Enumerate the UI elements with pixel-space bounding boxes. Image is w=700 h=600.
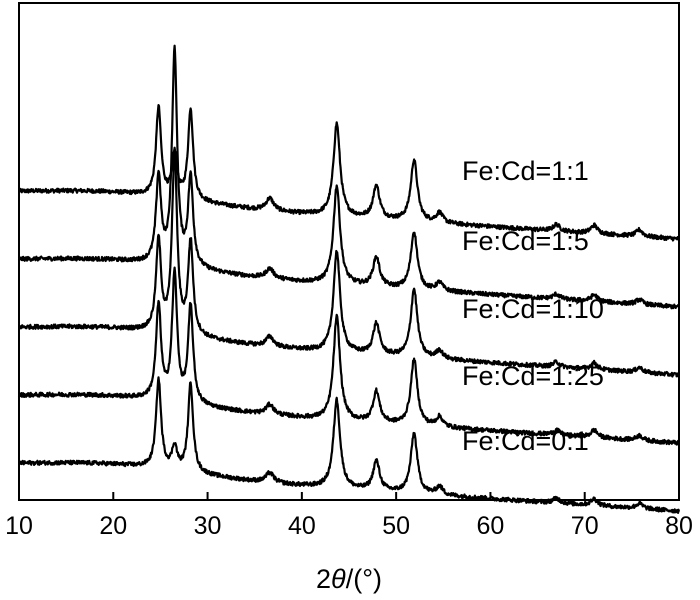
x-tick-label: 40 bbox=[288, 512, 316, 540]
x-tick-label: 70 bbox=[571, 512, 599, 540]
series-traces bbox=[17, 44, 681, 514]
series-label: Fe:Cd=1:1 bbox=[462, 156, 589, 186]
series-labels: Fe:Cd=1:1 Fe:Cd=1:5 Fe:Cd=1:10 Fe:Cd=1:25 Fe… bbox=[462, 156, 604, 456]
series-label: Fe:Cd=0:1 bbox=[462, 426, 589, 456]
x-axis-title: 2θ/(°) bbox=[316, 564, 382, 594]
x-axis: 10 20 30 40 50 60 70 80 bbox=[5, 492, 693, 540]
series-line bbox=[17, 44, 680, 310]
series-line bbox=[17, 266, 680, 446]
x-tick-label: 10 bbox=[5, 512, 33, 540]
series-label: Fe:Cd=1:5 bbox=[462, 226, 589, 256]
series-line bbox=[17, 104, 680, 242]
x-tick-label: 20 bbox=[99, 512, 127, 540]
x-tick-label: 30 bbox=[194, 512, 222, 540]
series-label: Fe:Cd=1:10 bbox=[462, 294, 604, 324]
series-line bbox=[17, 376, 681, 514]
x-tick-label: 60 bbox=[477, 512, 505, 540]
plot-frame bbox=[18, 2, 680, 501]
series-line bbox=[18, 146, 681, 378]
series-label: Fe:Cd=1:25 bbox=[462, 361, 604, 391]
x-tick-label: 80 bbox=[665, 512, 693, 540]
x-tick-label: 50 bbox=[382, 512, 410, 540]
